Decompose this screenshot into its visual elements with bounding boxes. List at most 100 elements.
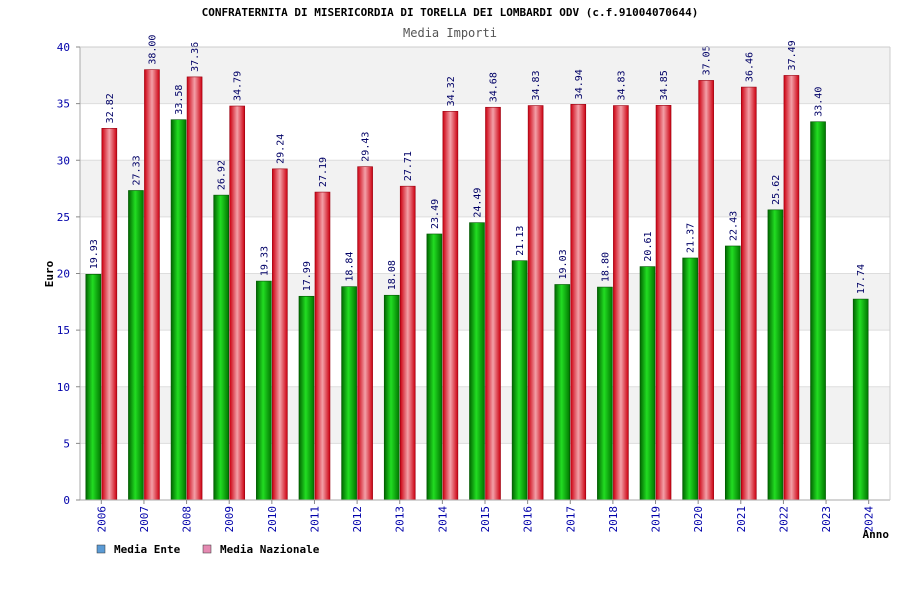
bar-media-nazionale — [570, 104, 587, 501]
bar-value-label: 22.43 — [728, 211, 739, 241]
bar-value-label: 33.40 — [814, 87, 825, 117]
x-tick-label: 2018 — [607, 506, 620, 533]
bar-media-ente — [639, 266, 656, 501]
x-tick-label: 2023 — [820, 506, 833, 533]
bar-value-label: 34.32 — [446, 76, 457, 106]
bar-media-nazionale — [698, 80, 714, 501]
bar-value-label: 18.80 — [600, 252, 611, 282]
bar-media-nazionale — [442, 111, 459, 501]
bar-value-label: 33.58 — [174, 85, 185, 115]
x-tick-label: 2022 — [777, 506, 790, 533]
bar-media-ente — [383, 294, 400, 501]
x-tick-label: 2012 — [351, 506, 364, 533]
bar-media-ente — [128, 190, 144, 501]
bar-value-label: 29.24 — [275, 134, 286, 164]
bar-media-ente — [554, 284, 571, 501]
bar-media-ente — [256, 280, 272, 501]
bar-media-nazionale — [229, 105, 246, 501]
y-tick-label: 10 — [57, 381, 70, 394]
y-axis-label: Euro — [43, 260, 56, 287]
y-tick-label: 40 — [57, 41, 70, 54]
x-tick-label: 2021 — [735, 506, 748, 533]
x-tick-label: 2007 — [138, 506, 151, 533]
x-tick-label: 2020 — [692, 506, 705, 533]
bar-value-label: 37.49 — [787, 40, 798, 70]
chart-subtitle: Media Importi — [403, 26, 497, 40]
legend-swatch-media-ente — [96, 544, 106, 554]
bar-value-label: 26.92 — [217, 160, 228, 190]
bar-value-label: 19.33 — [259, 246, 270, 276]
bar-media-nazionale — [485, 106, 501, 501]
bar-value-label: 24.49 — [473, 188, 484, 218]
bar-media-nazionale — [613, 105, 629, 501]
bar-value-label: 27.19 — [318, 157, 329, 187]
bar-value-label: 37.36 — [190, 42, 201, 72]
bar-media-ente — [597, 286, 613, 501]
bar-value-label: 34.94 — [574, 69, 585, 99]
bar-value-label: 27.33 — [131, 155, 142, 185]
bar-value-label: 34.83 — [531, 70, 542, 100]
x-tick-label: 2015 — [479, 506, 492, 533]
x-tick-label: 2014 — [436, 506, 449, 533]
x-tick-label: 2010 — [266, 506, 279, 533]
bar-media-ente — [426, 233, 443, 501]
bar-media-nazionale — [144, 69, 160, 501]
x-tick-label: 2006 — [95, 506, 108, 533]
x-tick-label: 2009 — [223, 506, 236, 533]
x-tick-label: 2013 — [394, 506, 407, 533]
axes: 0 5 10 15 20 25 30 35 40 2006 2007 2008 2009 2010 2011… — [57, 41, 891, 533]
y-tick-label: 30 — [57, 154, 70, 167]
bar-value-label: 34.79 — [233, 71, 244, 101]
legend-label-media-ente: Media Ente — [114, 543, 181, 556]
bar-media-nazionale — [783, 75, 800, 501]
bar-media-nazionale — [357, 166, 373, 501]
bar-value-label: 18.84 — [345, 252, 356, 282]
bar-value-label: 21.13 — [515, 226, 526, 256]
bar-media-ente — [511, 260, 528, 501]
bar-value-label: 32.82 — [105, 93, 116, 123]
bar-value-label: 34.85 — [659, 70, 670, 100]
legend-label-media-nazionale: Media Nazionale — [220, 543, 320, 556]
bar-media-ente — [298, 295, 315, 501]
bar-value-label: 34.68 — [489, 72, 500, 102]
x-tick-label: 2016 — [522, 506, 535, 533]
bar-value-label: 29.43 — [361, 132, 372, 162]
x-tick-label: 2019 — [650, 506, 663, 533]
bar-media-ente — [469, 222, 485, 501]
x-tick-label: 2011 — [308, 506, 321, 533]
bar-value-label: 19.93 — [89, 239, 100, 269]
x-tick-label: 2008 — [181, 506, 194, 533]
bar-media-nazionale — [740, 86, 757, 501]
y-tick-label: 5 — [63, 437, 70, 450]
legend: Media Ente Media Nazionale — [96, 543, 320, 556]
bar-media-nazionale — [314, 191, 331, 501]
bar-media-ente — [767, 209, 784, 501]
bar-media-ente — [810, 121, 826, 501]
bar-value-label: 20.61 — [643, 231, 654, 261]
bar-value-label: 37.05 — [702, 45, 713, 75]
bar-media-ente — [682, 257, 698, 501]
y-tick-label: 35 — [57, 98, 70, 111]
bar-media-nazionale — [272, 168, 288, 501]
bar-value-label: 25.62 — [771, 175, 782, 205]
bar-value-label: 36.46 — [744, 52, 755, 82]
legend-swatch-media-nazionale — [202, 544, 212, 554]
bar-media-nazionale — [399, 185, 416, 501]
bar-media-nazionale — [655, 105, 672, 501]
data-labels: 19.93 32.82 27.33 38.00 33.58 37.36 26.92 34.79… — [89, 35, 867, 295]
bar-media-ente — [170, 119, 187, 501]
bar-value-label: 23.49 — [430, 199, 441, 229]
y-tick-label: 25 — [57, 211, 70, 224]
bar-media-ente — [213, 194, 230, 501]
bar-value-label: 21.37 — [686, 223, 697, 253]
bar-value-label: 17.99 — [302, 261, 313, 291]
y-tick-label: 20 — [57, 268, 70, 281]
bar-value-label: 19.03 — [558, 249, 569, 279]
x-axis-label: Anno — [863, 528, 890, 541]
bar-media-ente — [85, 273, 102, 501]
y-tick-label: 15 — [57, 324, 70, 337]
y-tick-label: 0 — [63, 494, 70, 507]
bar-media-nazionale — [527, 105, 544, 501]
